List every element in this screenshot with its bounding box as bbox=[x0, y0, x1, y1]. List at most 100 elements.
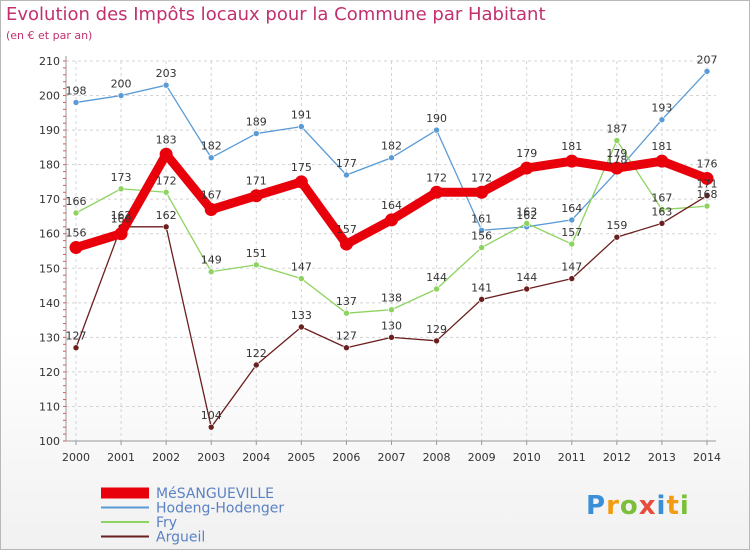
x-tick-label: 2005 bbox=[287, 451, 315, 464]
data-label: 104 bbox=[201, 409, 222, 422]
data-point bbox=[343, 171, 350, 179]
x-tick-label: 2009 bbox=[468, 451, 496, 464]
x-tick-label: 2011 bbox=[558, 451, 586, 464]
data-point bbox=[294, 175, 308, 189]
y-tick-label: 100 bbox=[39, 435, 60, 448]
data-point bbox=[252, 261, 260, 269]
data-point bbox=[117, 185, 125, 193]
proxiti-logo: Proxiti bbox=[586, 491, 690, 521]
data-label: 144 bbox=[516, 271, 537, 284]
data-point bbox=[658, 116, 666, 124]
data-label: 179 bbox=[606, 147, 627, 160]
data-point bbox=[478, 244, 485, 251]
data-label: 156 bbox=[471, 230, 492, 243]
data-point bbox=[339, 237, 353, 251]
data-point bbox=[613, 233, 621, 241]
data-label: 147 bbox=[291, 261, 312, 274]
data-point bbox=[658, 206, 666, 213]
data-point bbox=[520, 161, 534, 175]
data-point bbox=[475, 185, 489, 199]
data-point bbox=[72, 99, 80, 106]
data-point bbox=[72, 344, 80, 352]
x-tick-label: 2007 bbox=[378, 451, 406, 464]
data-label: 133 bbox=[291, 309, 312, 322]
data-point bbox=[388, 334, 395, 341]
data-point bbox=[613, 137, 621, 144]
data-point bbox=[703, 202, 711, 210]
data-point bbox=[249, 189, 263, 203]
data-point bbox=[658, 220, 666, 227]
data-label: 144 bbox=[426, 271, 447, 284]
data-point bbox=[298, 123, 305, 130]
x-tick-label: 2013 bbox=[648, 451, 676, 464]
data-label: 168 bbox=[697, 188, 718, 201]
x-tick-label: 2002 bbox=[152, 451, 180, 464]
data-label: 171 bbox=[246, 175, 267, 188]
data-point bbox=[343, 309, 350, 317]
legend-label: Hodeng-Hodenger bbox=[156, 501, 284, 517]
data-point bbox=[478, 226, 485, 234]
data-point bbox=[523, 285, 531, 293]
data-point bbox=[388, 154, 395, 162]
data-label: 183 bbox=[156, 133, 177, 146]
x-tick-label: 2000 bbox=[62, 451, 90, 464]
data-point bbox=[433, 337, 440, 345]
data-point bbox=[568, 275, 576, 282]
data-point bbox=[114, 227, 128, 241]
data-label: 198 bbox=[66, 84, 87, 97]
data-label: 203 bbox=[156, 67, 177, 80]
data-label: 141 bbox=[471, 281, 492, 294]
x-tick-label: 2006 bbox=[332, 451, 360, 464]
data-label: 164 bbox=[561, 202, 582, 215]
data-label: 176 bbox=[697, 157, 718, 170]
data-label: 172 bbox=[156, 174, 177, 187]
y-tick-label: 110 bbox=[39, 400, 60, 413]
data-point bbox=[252, 130, 260, 137]
data-point bbox=[523, 220, 531, 227]
data-label: 137 bbox=[336, 295, 357, 308]
y-tick-label: 200 bbox=[39, 90, 60, 103]
data-point bbox=[207, 423, 215, 431]
data-point bbox=[69, 241, 83, 255]
data-point bbox=[433, 126, 440, 134]
data-label: 167 bbox=[201, 189, 222, 202]
data-point bbox=[655, 154, 669, 168]
data-label: 162 bbox=[156, 209, 177, 222]
data-label: 151 bbox=[246, 247, 267, 260]
data-label: 177 bbox=[336, 157, 357, 170]
x-tick-label: 2010 bbox=[513, 451, 541, 464]
data-label: 160 bbox=[111, 213, 132, 226]
data-label: 157 bbox=[561, 226, 582, 239]
data-point bbox=[204, 203, 218, 217]
legend-label: MéSANGUEVILLE bbox=[156, 486, 274, 502]
x-tick-label: 2004 bbox=[242, 451, 270, 464]
data-label: 162 bbox=[516, 209, 537, 222]
data-point bbox=[117, 92, 125, 99]
x-tick-label: 2001 bbox=[107, 451, 135, 464]
data-point bbox=[433, 285, 440, 293]
data-label: 167 bbox=[651, 192, 672, 205]
y-tick-label: 180 bbox=[39, 159, 60, 172]
data-label: 190 bbox=[426, 112, 447, 125]
legend-label: Argueil bbox=[156, 530, 205, 546]
y-tick-label: 140 bbox=[39, 297, 60, 310]
data-point bbox=[478, 296, 485, 303]
data-label: 130 bbox=[381, 319, 402, 332]
data-label: 181 bbox=[651, 140, 672, 153]
legend-label: Fry bbox=[156, 515, 177, 531]
data-point bbox=[385, 213, 398, 227]
y-tick-label: 130 bbox=[39, 331, 60, 344]
chart-subtitle: (en € et par an) bbox=[6, 29, 93, 42]
data-label: 175 bbox=[291, 161, 312, 174]
data-label: 193 bbox=[651, 102, 672, 115]
data-label: 178 bbox=[606, 154, 627, 167]
data-label: 163 bbox=[651, 205, 672, 218]
data-point bbox=[162, 81, 170, 89]
data-label: 191 bbox=[291, 109, 312, 122]
y-tick-label: 120 bbox=[39, 366, 60, 379]
data-point bbox=[162, 223, 170, 231]
data-point bbox=[565, 154, 579, 168]
data-point bbox=[610, 161, 624, 175]
data-label: 179 bbox=[516, 147, 537, 160]
